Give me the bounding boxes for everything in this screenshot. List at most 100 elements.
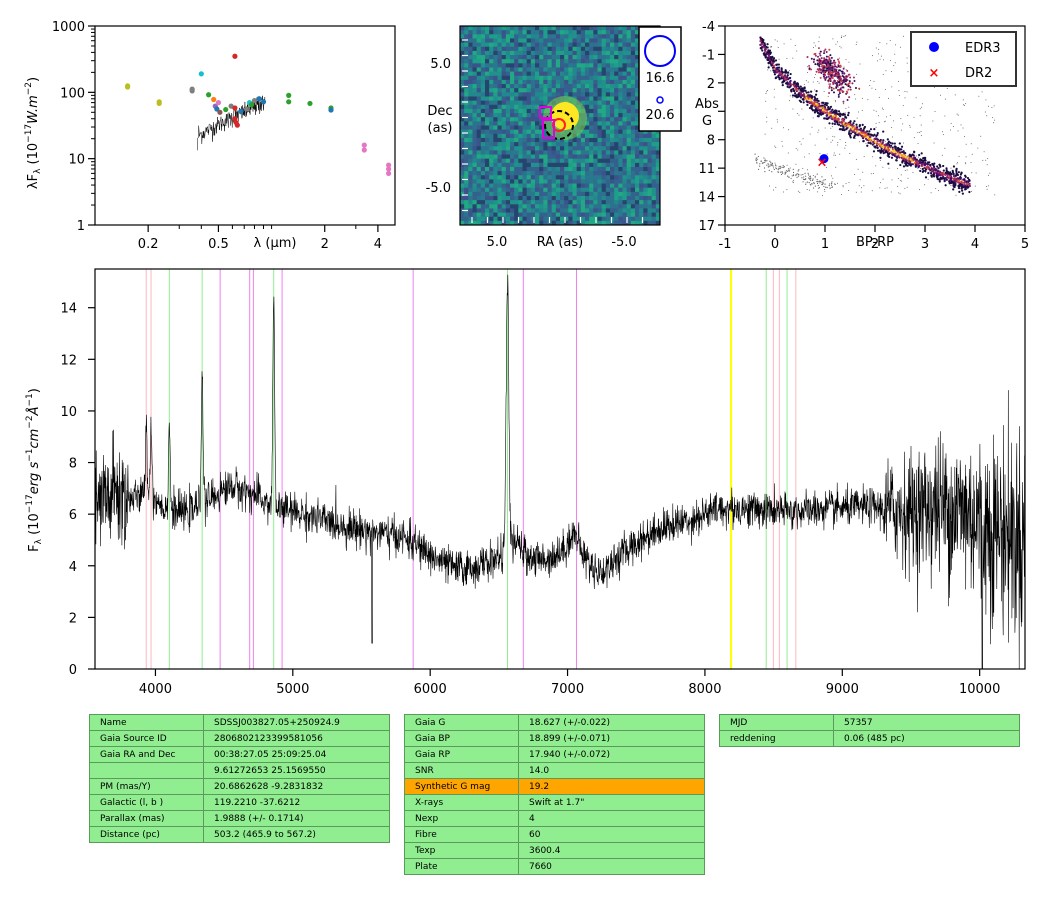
image-pixel <box>610 30 615 35</box>
image-pixel <box>547 208 552 213</box>
hrd-star <box>907 71 909 73</box>
image-pixel <box>585 187 590 193</box>
image-pixel <box>626 59 632 64</box>
image-pixel <box>530 96 536 101</box>
image-pixel <box>614 71 619 77</box>
image-pixel <box>526 26 532 31</box>
hrd-star <box>866 130 869 133</box>
image-pixel <box>543 84 548 89</box>
spectrum-xtick-label: 10000 <box>959 682 1000 697</box>
image-pixel <box>626 179 632 184</box>
image-pixel <box>493 108 498 114</box>
image-pixel <box>564 166 569 172</box>
image-pixel <box>472 125 477 130</box>
image-pixel <box>560 208 565 213</box>
image-pixel <box>568 175 573 180</box>
image-pixel <box>535 150 540 155</box>
image-pixel <box>522 67 527 72</box>
image-pixel <box>535 84 540 89</box>
hrd-star <box>832 177 834 179</box>
hrd-star <box>992 117 994 119</box>
hrd-star <box>836 83 838 85</box>
image-pixel <box>464 55 469 60</box>
hrd-star <box>790 89 793 92</box>
sed-point <box>215 100 222 106</box>
hrd-star <box>797 85 800 88</box>
image-pixel <box>510 96 515 101</box>
image-pixel <box>626 100 632 106</box>
image-pixel <box>535 137 540 143</box>
image-pixel <box>618 30 623 35</box>
image-pixel <box>518 67 523 72</box>
hrd-star <box>860 131 864 134</box>
hrd-star <box>987 158 989 160</box>
image-pixel <box>576 75 582 81</box>
image-pixel <box>593 59 598 64</box>
image-pixel <box>630 133 636 139</box>
image-pixel <box>489 34 494 39</box>
image-pixel <box>551 191 557 197</box>
image-pixel <box>651 183 657 188</box>
image-pixel <box>514 50 519 56</box>
hrd-star <box>857 111 859 113</box>
hrd-star <box>960 124 962 126</box>
hrd-star <box>833 80 836 83</box>
hrd-star <box>924 176 928 179</box>
image-pixel <box>551 187 557 193</box>
image-pixel <box>626 96 632 101</box>
hrd-wd-star <box>770 163 772 165</box>
image-pixel <box>460 179 465 184</box>
image-pixel <box>568 166 573 172</box>
image-pixel <box>497 88 502 93</box>
sed-point <box>286 92 292 98</box>
hrd-star <box>818 67 821 70</box>
image-pixel <box>601 183 607 188</box>
image-pixel <box>589 42 594 48</box>
image-pixel <box>485 117 490 122</box>
image-pixel <box>647 191 652 197</box>
image-pixel <box>539 59 544 64</box>
image-pixel <box>472 84 477 89</box>
hrd-star <box>919 131 921 133</box>
hrd-star <box>840 80 843 83</box>
image-pixel <box>551 150 557 155</box>
image-pixel <box>555 38 561 43</box>
hrd-star <box>876 131 879 135</box>
image-pixel <box>605 162 611 168</box>
image-pixel <box>564 204 569 209</box>
image-pixel <box>589 79 594 85</box>
hrd-star <box>797 190 799 192</box>
image-pixel <box>564 46 569 52</box>
image-pixel <box>568 55 573 60</box>
image-pixel <box>505 212 511 218</box>
hrd-star <box>807 81 809 83</box>
image-pixel <box>526 175 532 180</box>
image-pixel <box>639 146 644 151</box>
image-pixel <box>510 71 515 77</box>
image-pixel <box>655 158 661 164</box>
hrd-ytick-label: 2 <box>707 77 715 92</box>
hrd-star <box>775 186 777 188</box>
image-pixel <box>593 113 598 118</box>
hrd-wd-star <box>818 187 820 189</box>
hrd-star <box>872 140 875 144</box>
image-pixel <box>614 42 619 48</box>
image-pixel <box>568 220 573 226</box>
hrd-wd-star <box>763 157 765 159</box>
image-pixel <box>472 220 477 226</box>
image-pixel <box>493 220 498 226</box>
image-pixel <box>651 187 657 193</box>
image-pixel <box>501 154 507 159</box>
hrd-star <box>956 163 958 165</box>
image-pixel <box>630 183 636 188</box>
hrd-wd-star <box>806 181 808 183</box>
hrd-star <box>817 65 819 67</box>
image-pixel <box>472 113 477 118</box>
image-pixel <box>647 154 652 159</box>
image-pixel <box>518 129 523 135</box>
image-pixel <box>635 187 640 193</box>
hrd-star <box>833 152 835 154</box>
hrd-star <box>849 132 853 135</box>
hrd-wd-star <box>786 170 789 172</box>
